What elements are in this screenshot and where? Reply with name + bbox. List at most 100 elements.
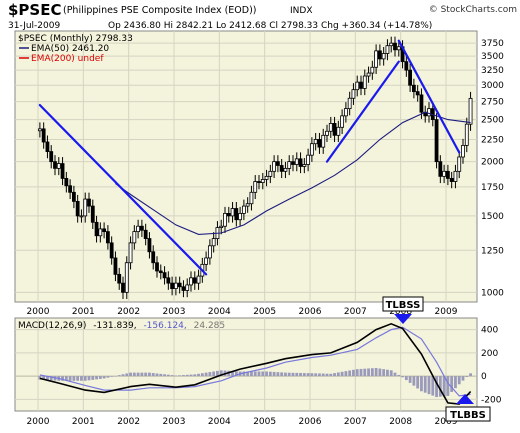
macd-histogram-bar [61, 376, 64, 381]
price-x-tick-label: 2004 [208, 307, 231, 317]
price-x-tick-label: 2007 [344, 307, 367, 317]
index-name: (Philippines PSE Composite Index (EOD)) [63, 5, 257, 16]
macd-histogram-bar [314, 373, 318, 377]
price-bar-body [442, 170, 447, 177]
macd-histogram-bar [250, 371, 253, 377]
price-bar-body [253, 181, 258, 193]
price-x-tick-label: 2002 [117, 307, 140, 317]
macd-histogram-bar [420, 376, 423, 392]
price-bar-body [207, 245, 212, 259]
macd-histogram-bar [423, 376, 427, 393]
price-bar-body [68, 185, 73, 193]
price-bar-body [181, 286, 186, 291]
macd-histogram-bar [185, 374, 189, 377]
price-bar-body [230, 208, 235, 217]
macd-x-ticks: 2000 2001 2002 2003 2004 2005 2006 2007 2008 2009 [27, 417, 458, 427]
price-bar-body [219, 225, 224, 228]
macd-histogram-bar [42, 376, 46, 380]
trendline [38, 103, 208, 276]
price-bar-body [385, 45, 390, 54]
price-bar-body [117, 273, 122, 284]
macd-histogram-bar [389, 370, 393, 377]
price-bar-body [302, 164, 307, 167]
macd-histogram [38, 367, 472, 398]
price-bar-body [196, 275, 201, 284]
macd-lines [39, 322, 472, 405]
macd-histogram-bar [80, 376, 83, 381]
macd-histogram-bar [216, 370, 219, 377]
price-bar-body [166, 277, 171, 284]
price-y-ticks: 1000 1250 1500 1750 2000 2250 2500 2750 3000 3250… [481, 39, 504, 298]
macd-histogram-bar [234, 371, 238, 377]
price-grid [15, 31, 477, 302]
price-bar-body [377, 50, 382, 60]
price-y-tick-label: 3000 [481, 81, 504, 91]
price-bar-body [328, 123, 333, 132]
macd-histogram-bar [310, 373, 314, 377]
price-x-tick-label: 2008 [389, 307, 412, 317]
price-bar-body [415, 91, 420, 96]
price-y-tick-label: 1750 [481, 183, 504, 193]
ohlc-readout: Op 2436.80 Hi 2842.21 Lo 2412.68 Cl 2798… [108, 21, 432, 31]
macd-histogram-bar [435, 376, 438, 398]
macd-histogram-bar [151, 373, 155, 377]
price-bar-body [264, 175, 269, 180]
price-bar-body [37, 128, 42, 132]
macd-histogram-bar [355, 369, 359, 377]
price-y-tick-label: 1250 [481, 246, 504, 256]
price-y-tick-label: 2750 [481, 98, 504, 108]
price-panel [14, 30, 478, 303]
watermark: © StockCharts.com [429, 5, 517, 15]
price-bar-body [359, 81, 363, 89]
price-x-tick-label: 2009 [435, 307, 458, 317]
price-bar-body [41, 128, 46, 143]
trendline [397, 39, 461, 154]
price-bar-body [155, 262, 159, 272]
macd-x-tick-label: 2009 [435, 417, 458, 427]
macd-histogram-bar [91, 376, 95, 380]
macd-histogram-bar [197, 373, 200, 377]
price-bar-body [79, 215, 84, 218]
price-bar-body [147, 238, 152, 253]
macd-histogram-bar [457, 376, 461, 385]
tlbss-annotation: TLBSS [382, 296, 424, 324]
macd-value: -131.839, [93, 321, 136, 331]
price-bar-body [268, 170, 273, 177]
price-bar-body [434, 119, 439, 163]
price-bar-body [204, 257, 209, 265]
price-bar-body [226, 212, 231, 217]
price-bar-body [234, 208, 239, 221]
price-bar-body [325, 130, 329, 136]
price-bar-body [457, 156, 462, 172]
price-bar-body [121, 282, 125, 293]
macd-label: MACD(12,26,9) -131.839, -156.124, 24.285 [18, 321, 225, 331]
macd-histogram-bar [163, 374, 166, 377]
price-bar-body [75, 200, 80, 217]
macd-histogram-bar [231, 371, 234, 377]
macd-histogram-bar [64, 376, 68, 381]
macd-histogram-bar [53, 376, 57, 381]
macd-histogram-bar [348, 370, 352, 377]
macd-histogram-bar [318, 373, 321, 377]
price-y-tick-label: 3500 [481, 52, 504, 62]
macd-histogram-bar [110, 376, 114, 377]
price-bars [37, 36, 473, 300]
price-bar-body [102, 228, 107, 233]
price-bar-body [128, 242, 133, 264]
price-bar-body [192, 277, 197, 284]
macd-histogram-bar [431, 376, 435, 396]
macd-histogram-bar [242, 371, 246, 377]
tlbbs-arrow-icon [456, 394, 474, 404]
price-bar-body [177, 282, 182, 288]
macd-histogram-bar [140, 372, 144, 377]
macd-histogram-bar [102, 376, 106, 379]
macd-histogram-bar [363, 368, 367, 377]
price-bar-body [90, 205, 95, 223]
macd-histogram-bar [204, 372, 208, 377]
macd-histogram-bar [129, 372, 132, 377]
price-bar-body [461, 145, 465, 158]
price-bar-body [83, 198, 88, 217]
price-bar-body [438, 161, 443, 177]
price-bar-body [445, 170, 450, 179]
